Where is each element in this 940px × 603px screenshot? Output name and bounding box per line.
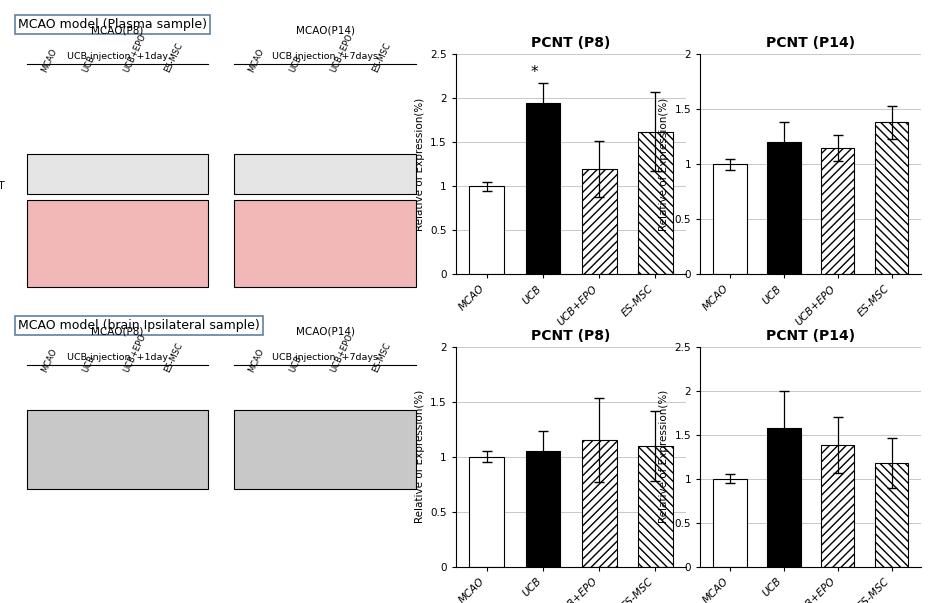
Text: UCB injection  +1day: UCB injection +1day xyxy=(67,353,168,362)
Text: ES-MSC: ES-MSC xyxy=(163,341,184,374)
Text: MCAO: MCAO xyxy=(39,347,58,374)
Bar xyxy=(582,440,617,567)
Bar xyxy=(767,142,801,274)
Y-axis label: Relative of Expression(%): Relative of Expression(%) xyxy=(415,390,425,523)
Text: MCAO: MCAO xyxy=(247,347,266,374)
Text: UCB: UCB xyxy=(81,54,97,74)
Title: PCNT (P8): PCNT (P8) xyxy=(531,329,611,343)
Text: UCB injection  +7days: UCB injection +7days xyxy=(272,52,378,62)
Text: MCAO(P8): MCAO(P8) xyxy=(91,25,144,35)
Text: PCNT: PCNT xyxy=(0,181,5,191)
FancyBboxPatch shape xyxy=(26,154,209,194)
FancyBboxPatch shape xyxy=(234,154,415,194)
Bar xyxy=(767,428,801,567)
Text: UCB: UCB xyxy=(289,54,304,74)
Bar xyxy=(582,169,617,274)
Bar xyxy=(525,451,560,567)
Y-axis label: Relative of Expression(%): Relative of Expression(%) xyxy=(659,98,669,231)
Title: PCNT (P8): PCNT (P8) xyxy=(531,36,611,50)
Title: PCNT (P14): PCNT (P14) xyxy=(766,36,855,50)
Text: MCAO: MCAO xyxy=(39,47,58,74)
Text: UCB: UCB xyxy=(81,354,97,374)
Text: MCAO(P8): MCAO(P8) xyxy=(91,326,144,336)
Text: MCAO(P14): MCAO(P14) xyxy=(295,326,354,336)
Text: MCAO model (Plasma sample): MCAO model (Plasma sample) xyxy=(18,18,207,31)
Y-axis label: Relative of Expression(%): Relative of Expression(%) xyxy=(659,390,669,523)
Text: UCB+EPO: UCB+EPO xyxy=(329,332,355,374)
Text: ES-MSC: ES-MSC xyxy=(370,41,392,74)
FancyBboxPatch shape xyxy=(26,410,209,489)
Text: *: * xyxy=(531,65,539,80)
Text: UCB: UCB xyxy=(289,354,304,374)
Text: UCB+EPO: UCB+EPO xyxy=(122,32,148,74)
FancyBboxPatch shape xyxy=(234,200,415,287)
FancyBboxPatch shape xyxy=(26,200,209,287)
Text: MCAO(P14): MCAO(P14) xyxy=(295,25,354,35)
Text: UCB injection  +7days: UCB injection +7days xyxy=(272,353,378,362)
Bar xyxy=(875,122,908,274)
Text: MCAO model (brain Ipsilateral sample): MCAO model (brain Ipsilateral sample) xyxy=(18,319,259,332)
Text: ES-MSC: ES-MSC xyxy=(370,341,392,374)
Y-axis label: Relative of Expression(%): Relative of Expression(%) xyxy=(415,98,425,231)
Text: UCB+EPO: UCB+EPO xyxy=(122,332,148,374)
Text: MCAO: MCAO xyxy=(247,47,266,74)
Bar xyxy=(638,446,673,567)
Text: UCB+EPO: UCB+EPO xyxy=(329,32,355,74)
Bar xyxy=(469,186,504,274)
FancyBboxPatch shape xyxy=(234,410,415,489)
Bar xyxy=(875,463,908,567)
Text: UCB injection  +1day: UCB injection +1day xyxy=(67,52,168,62)
Bar xyxy=(469,457,504,567)
Bar xyxy=(821,148,854,274)
Bar xyxy=(713,164,746,274)
Bar xyxy=(525,103,560,274)
Title: PCNT (P14): PCNT (P14) xyxy=(766,329,855,343)
Bar xyxy=(638,131,673,274)
Bar xyxy=(821,446,854,567)
Text: ES-MSC: ES-MSC xyxy=(163,41,184,74)
Bar xyxy=(713,479,746,567)
